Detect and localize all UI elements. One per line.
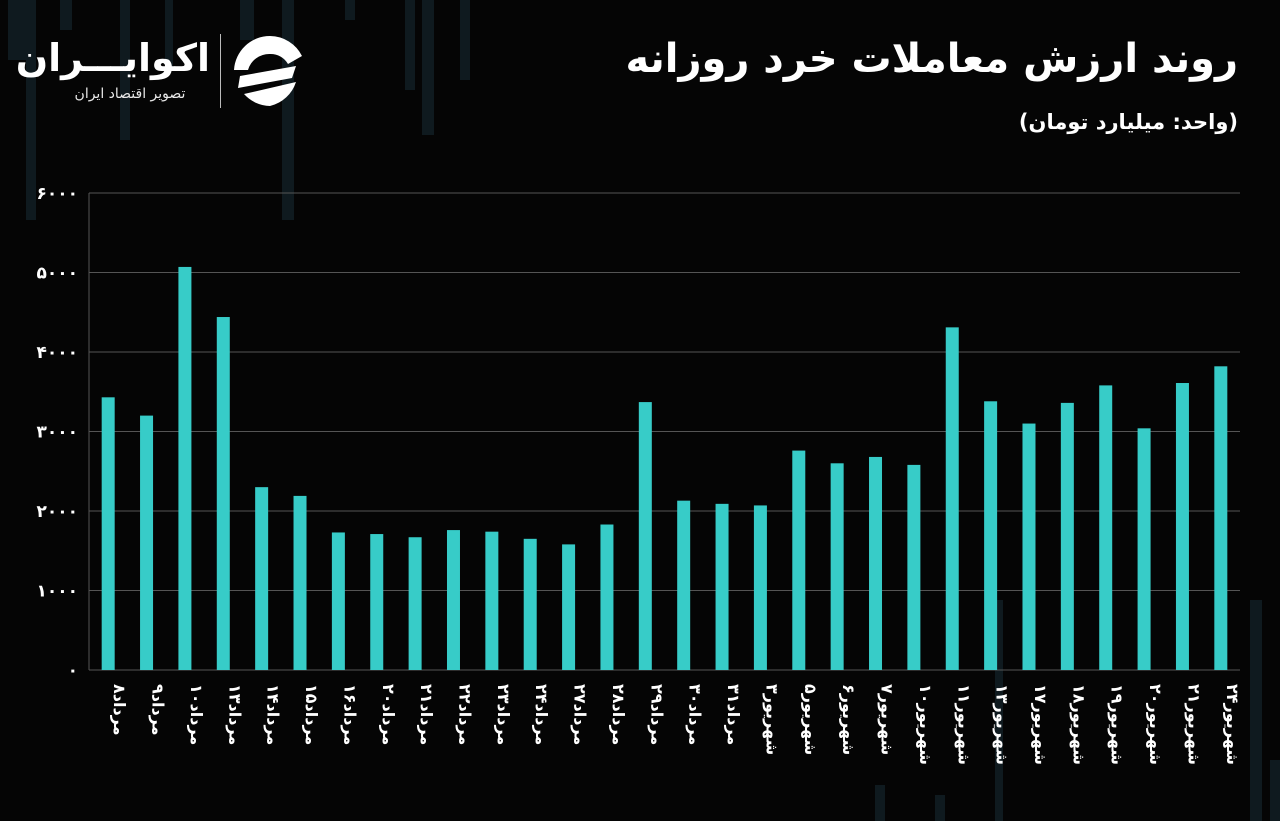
x-tick-label: شهریور۶ <box>839 684 858 755</box>
bar <box>907 464 921 670</box>
x-tick-label: شهریور۲۰ <box>1146 684 1165 765</box>
x-tick-label: مرداد۸ <box>110 684 129 736</box>
bar <box>1137 428 1151 670</box>
brand-logo: اکوایـــران تصویر اقتصاد ایران <box>15 34 320 114</box>
decor-column <box>1250 600 1262 821</box>
y-tick-label: ۰ <box>68 661 78 681</box>
decor-column <box>165 0 173 70</box>
y-tick-label: ۳۰۰۰ <box>36 423 78 443</box>
bar <box>446 530 460 670</box>
bar <box>1214 366 1228 670</box>
bar <box>331 532 345 670</box>
bar <box>101 397 115 670</box>
x-tick-label: مرداد۲۸ <box>609 684 628 745</box>
decor-column <box>995 600 1003 821</box>
bar <box>523 538 537 670</box>
x-tick-label: مرداد۲۷ <box>571 684 590 745</box>
x-tick-label: مرداد۱۶ <box>340 684 359 745</box>
decor-column <box>120 0 130 140</box>
x-tick-label: مرداد۳۱ <box>724 684 743 745</box>
bar <box>830 463 844 670</box>
x-tick-label: شهریور۱۸ <box>1069 684 1088 765</box>
x-tick-label: مرداد۳۰ <box>686 684 705 745</box>
y-tick-label: ۱۰۰۰ <box>36 582 78 602</box>
x-tick-label: مرداد۲۱ <box>417 684 436 745</box>
x-tick-label: شهریور۱۹ <box>1108 684 1127 765</box>
decor-column <box>935 795 945 821</box>
x-tick-label: مرداد۲۹ <box>647 684 666 745</box>
x-tick-label: شهریور۱۷ <box>1031 684 1050 765</box>
bar <box>753 505 767 670</box>
bar <box>216 317 230 670</box>
y-tick-label: ۴۰۰۰ <box>36 343 78 363</box>
x-tick-label: شهریور۱۳ <box>993 684 1012 765</box>
bar <box>178 266 192 670</box>
y-tick-label: ۲۰۰۰ <box>36 502 78 522</box>
bar <box>370 534 384 670</box>
bar <box>984 401 998 670</box>
x-tick-label: شهریور۲۴ <box>1223 684 1242 765</box>
x-tick-label: مرداد۱۵ <box>302 684 321 745</box>
x-tick-label: مرداد۱۰ <box>187 684 206 745</box>
decor-column <box>422 0 434 135</box>
x-tick-label: مرداد۲۲ <box>455 684 474 745</box>
x-tick-label: شهریور۳ <box>762 684 781 755</box>
x-tick-label: مرداد۱۳ <box>225 684 244 745</box>
bar <box>1175 383 1189 670</box>
bar <box>1099 385 1113 670</box>
bar <box>715 503 729 670</box>
x-tick-label: شهریور۵ <box>801 684 820 755</box>
y-tick-label: ۶۰۰۰ <box>36 184 78 204</box>
chart-title: روند ارزش معاملات خرد روزانه <box>625 36 1238 82</box>
decor-column <box>1270 760 1280 821</box>
x-tick-label: مرداد۹ <box>149 684 168 736</box>
x-tick-label: مرداد۲۰ <box>379 684 398 745</box>
bar <box>792 450 806 670</box>
bar <box>255 487 269 670</box>
x-tick-label: شهریور۲۱ <box>1184 684 1203 765</box>
bar <box>408 537 422 670</box>
y-tick-label: ۵۰۰۰ <box>36 264 78 284</box>
bar <box>945 327 959 670</box>
x-tick-label: شهریور۱۰ <box>916 684 935 765</box>
x-tick-label: مرداد۲۳ <box>494 684 513 745</box>
decor-column <box>240 0 254 40</box>
logo-name: اکوایـــران <box>15 36 210 80</box>
x-tick-label: شهریور۷ <box>878 684 897 755</box>
bar <box>562 544 576 670</box>
decor-column <box>345 0 355 20</box>
bar <box>638 402 652 670</box>
ecoiran-logo-icon <box>234 35 302 106</box>
bar <box>293 495 307 670</box>
logo-tagline: تصویر اقتصاد ایران <box>74 86 186 102</box>
decor-column <box>875 785 885 821</box>
x-tick-label: شهریور۱۱ <box>954 684 973 765</box>
bar <box>1022 423 1036 670</box>
bar <box>140 415 154 670</box>
unit-label: (واحد: میلیارد تومان) <box>1018 110 1238 134</box>
decor-column <box>60 0 72 30</box>
decor-column <box>8 0 26 60</box>
decor-column <box>460 0 470 80</box>
x-tick-label: مرداد۲۴ <box>532 684 551 745</box>
x-tick-label: مرداد۱۴ <box>264 684 283 745</box>
bar <box>869 456 883 670</box>
bar <box>600 524 614 670</box>
decor-column <box>26 0 36 220</box>
bar <box>485 531 499 670</box>
decor-column <box>405 0 415 90</box>
bar <box>1060 402 1074 670</box>
logo-divider <box>220 34 221 108</box>
bar <box>677 500 691 670</box>
